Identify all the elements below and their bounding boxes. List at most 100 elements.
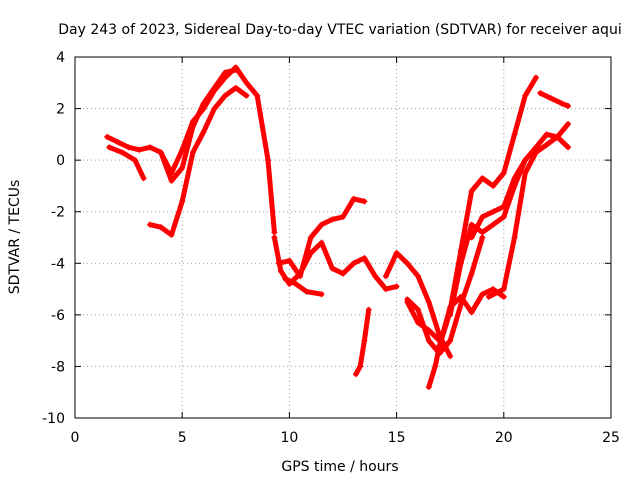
data-point xyxy=(425,298,432,305)
data-point xyxy=(365,306,372,313)
data-point xyxy=(511,234,518,241)
y-tick-label: 2 xyxy=(56,102,65,118)
data-point xyxy=(468,221,475,228)
data-point xyxy=(393,283,400,290)
data-point xyxy=(500,170,507,177)
series-arc-17 xyxy=(485,121,572,300)
axis-ticks: 0 5 10 15 20 25 -10 -8 -6 -4 -2 0 2 4 xyxy=(42,50,620,446)
data-point xyxy=(277,268,284,275)
x-tick-label: 20 xyxy=(495,430,513,446)
grid xyxy=(75,57,611,418)
data-point xyxy=(393,249,400,256)
data-point xyxy=(350,260,357,267)
series-line xyxy=(469,131,571,240)
data-point xyxy=(361,255,368,262)
y-tick-label: 0 xyxy=(56,153,65,169)
data-point xyxy=(404,260,411,267)
data-point xyxy=(271,229,278,236)
data-point xyxy=(318,221,325,228)
data-point xyxy=(292,280,299,287)
data-point xyxy=(547,95,554,102)
data-point xyxy=(522,170,529,177)
data-point xyxy=(382,273,389,280)
data-point xyxy=(500,286,507,293)
x-tick-label: 25 xyxy=(602,430,620,446)
data-point xyxy=(479,229,486,236)
data-point xyxy=(457,260,464,267)
y-tick-label: 4 xyxy=(56,50,65,66)
data-point xyxy=(479,213,486,220)
series-arc-8 xyxy=(352,306,372,378)
data-point xyxy=(119,149,126,156)
data-point xyxy=(264,157,271,164)
data-point xyxy=(179,146,186,153)
series-arc-2 xyxy=(106,144,147,182)
series-line xyxy=(537,90,571,109)
data-point xyxy=(415,306,422,313)
data-point xyxy=(479,175,486,182)
series-line xyxy=(104,64,277,235)
data-point xyxy=(522,92,529,99)
data-point xyxy=(307,234,314,241)
data-point xyxy=(500,213,507,220)
data-point xyxy=(329,216,336,223)
data-point xyxy=(558,100,565,107)
chart-title: Day 243 of 2023, Sidereal Day-to-day VTE… xyxy=(58,22,621,38)
data-point xyxy=(340,213,346,220)
series-arc-4 xyxy=(157,66,239,184)
data-point xyxy=(147,144,154,151)
data-point xyxy=(468,270,475,277)
series-arc-3 xyxy=(147,84,250,238)
series-arc-16 xyxy=(468,131,572,241)
y-axis-label: SDTVAR / TECUs xyxy=(7,180,23,295)
data-point xyxy=(211,84,218,91)
data-point xyxy=(479,291,486,298)
series-arc-6 xyxy=(275,195,368,280)
series-arc-14 xyxy=(447,74,539,313)
data-point xyxy=(189,149,196,156)
data-point xyxy=(479,234,486,241)
data-point xyxy=(565,144,572,151)
series-line xyxy=(404,235,485,356)
series-line xyxy=(106,144,147,181)
series-arc-1 xyxy=(104,64,278,236)
data-point xyxy=(329,265,336,272)
data-point xyxy=(282,275,289,282)
data-series xyxy=(104,64,572,391)
data-point xyxy=(468,309,475,316)
data-point xyxy=(565,102,572,109)
data-point xyxy=(106,144,113,151)
data-point xyxy=(415,273,422,280)
data-point xyxy=(222,69,229,76)
y-tick-label: -2 xyxy=(51,205,65,221)
data-point xyxy=(565,121,572,128)
plot-frame xyxy=(74,56,612,419)
data-point xyxy=(318,291,325,298)
data-point xyxy=(457,301,464,308)
data-point xyxy=(104,133,111,140)
data-point xyxy=(189,123,196,130)
data-point xyxy=(500,293,507,300)
data-point xyxy=(361,198,368,205)
data-point xyxy=(222,92,229,99)
x-tick-label: 0 xyxy=(71,430,80,446)
y-tick-label: -4 xyxy=(51,256,65,272)
data-point xyxy=(254,92,261,99)
data-point xyxy=(511,175,518,182)
data-point xyxy=(447,311,454,318)
data-point xyxy=(432,363,439,370)
y-tick-label: -6 xyxy=(51,308,65,324)
data-point xyxy=(200,100,207,107)
data-point xyxy=(537,90,544,97)
data-point xyxy=(361,337,368,344)
data-point xyxy=(447,337,454,344)
data-point xyxy=(147,221,154,228)
data-point xyxy=(340,270,346,277)
series-line xyxy=(282,276,325,297)
x-tick-label: 5 xyxy=(178,430,187,446)
x-tick-label: 15 xyxy=(388,430,406,446)
data-point xyxy=(357,363,364,370)
series-line xyxy=(147,85,249,238)
data-point xyxy=(532,74,539,81)
